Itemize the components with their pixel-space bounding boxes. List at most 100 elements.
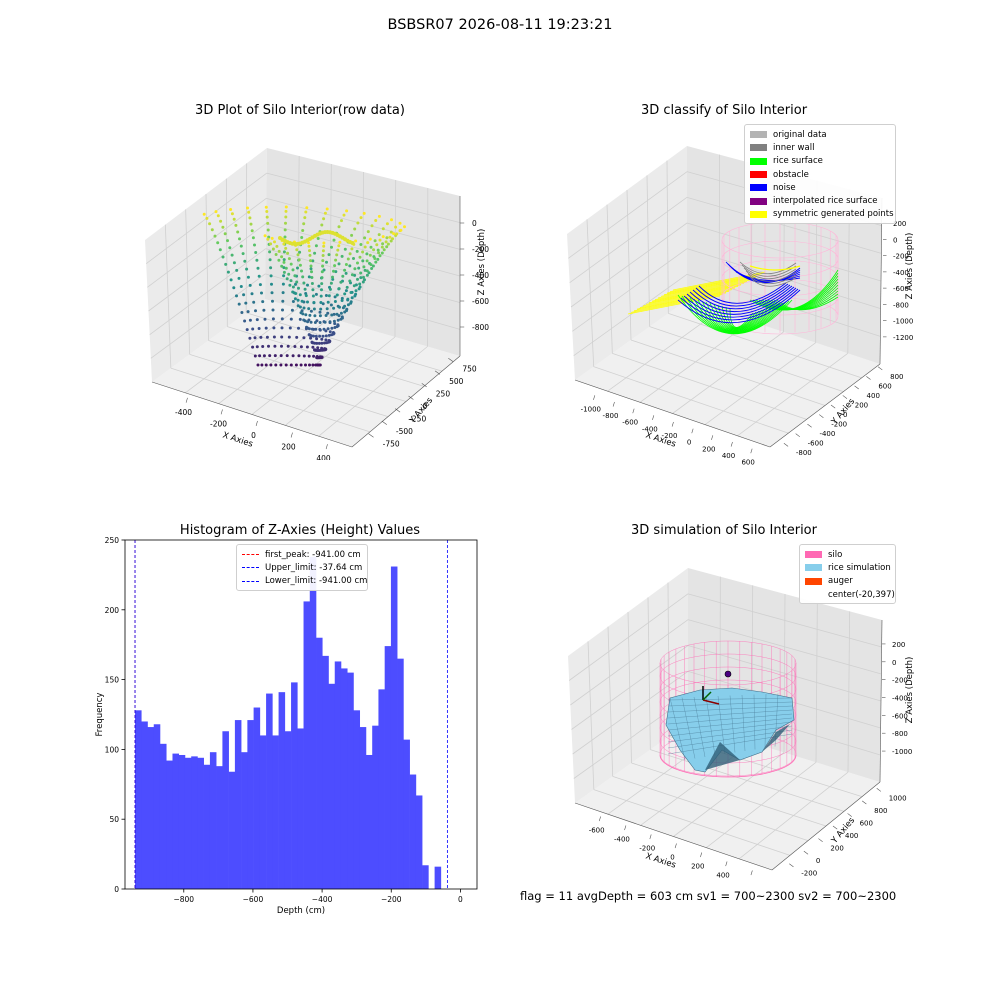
p1-x-tick	[185, 397, 188, 403]
p3-bar	[415, 795, 423, 889]
p1-point	[289, 363, 293, 367]
p1-point	[266, 228, 270, 232]
p1-point	[279, 363, 283, 367]
p1-point	[216, 241, 220, 245]
p3-bar	[166, 760, 173, 889]
p1-point	[280, 326, 284, 330]
p1-point	[313, 348, 317, 352]
p3-bar	[422, 865, 429, 889]
p1-x-axis-line	[151, 381, 353, 448]
p1-point	[306, 320, 310, 324]
p4-center-marker	[724, 670, 732, 678]
p1-y-tick-label: -750	[383, 440, 400, 449]
p1-point	[310, 282, 314, 285]
p1-grid	[245, 163, 248, 313]
p1-point	[311, 288, 315, 292]
p1-point	[258, 283, 262, 287]
p1-z-tick-label: -400	[472, 271, 489, 280]
p1-point	[271, 317, 275, 321]
p1-point	[281, 291, 285, 295]
p1-point	[269, 266, 273, 270]
p1-point	[282, 274, 286, 278]
p1-point	[307, 244, 311, 248]
p1-point	[322, 217, 326, 221]
p1-point	[305, 325, 308, 329]
p1-point	[333, 264, 337, 268]
p4-mesh-line	[667, 729, 793, 749]
p1-point	[243, 259, 247, 263]
p1-point	[307, 275, 311, 279]
p1-point	[239, 285, 243, 288]
p1-point	[317, 341, 321, 345]
p3-bar	[135, 710, 142, 889]
p2-legend-label: rice surface	[773, 156, 823, 167]
p1-point	[330, 313, 334, 317]
p1-point	[281, 282, 285, 286]
p2-inner-wall-arc	[745, 270, 797, 282]
p1-point	[298, 263, 302, 267]
p2-z-tick-label: -1000	[893, 318, 913, 326]
p1-point	[264, 205, 268, 209]
p1-point	[318, 314, 322, 318]
p1-point	[282, 242, 286, 246]
p1-point	[320, 223, 324, 227]
p4-legend-item: rice simulation	[805, 561, 891, 574]
p1-point	[358, 282, 362, 286]
p1-point	[239, 244, 243, 248]
p1-point	[293, 297, 297, 301]
p1-point	[266, 237, 270, 241]
p1-point	[403, 225, 406, 229]
p1-point	[310, 327, 314, 331]
p1-point	[339, 317, 343, 321]
p1-point	[258, 354, 262, 358]
plot2-legend: original data inner wall rice surface obsta…	[744, 124, 896, 225]
p1-point	[331, 275, 334, 279]
p1-point	[340, 299, 344, 302]
p1-point	[320, 276, 324, 280]
p4-z-axis-line	[879, 619, 883, 783]
p1-point	[309, 264, 313, 268]
p3-bar	[266, 693, 273, 889]
p3-bar	[372, 725, 379, 889]
p3-legend-line	[242, 554, 259, 556]
p1-point	[313, 321, 317, 324]
p1-point	[254, 309, 257, 313]
p2-legend-item: original data	[750, 128, 890, 141]
p1-point	[302, 336, 306, 340]
p2-noise-arc	[698, 282, 787, 304]
plot4-title: 3D simulation of Silo Interior	[631, 523, 817, 538]
p1-point	[281, 308, 284, 312]
p1-point	[282, 250, 286, 254]
p1-point	[320, 270, 324, 274]
p1-point	[306, 300, 309, 304]
p4-mesh-line	[667, 725, 793, 743]
p1-point	[264, 326, 268, 330]
p1-point	[345, 209, 349, 213]
p1-point	[328, 287, 332, 291]
p1-y-axis-line	[351, 355, 461, 448]
p1-point	[324, 338, 328, 342]
p1-point	[245, 267, 249, 271]
p2-x-tick	[671, 421, 674, 427]
p1-point	[338, 305, 341, 309]
p2-y-tick-label: 200	[855, 401, 868, 409]
p2-legend-swatch	[750, 171, 767, 179]
p1-point	[240, 311, 244, 314]
p1-point	[386, 242, 390, 246]
p1-point	[270, 291, 274, 295]
p2-x-tick-label: -800	[603, 412, 619, 420]
p3-bar	[390, 566, 398, 889]
p1-point	[296, 253, 300, 257]
p3-bar	[384, 646, 392, 889]
p1-point	[268, 250, 272, 254]
p1-point	[318, 334, 322, 338]
p2-y-tick-label: 0	[843, 411, 847, 419]
p1-point	[373, 257, 377, 260]
p1-point	[359, 276, 363, 280]
p1-point	[280, 344, 283, 348]
p1-y-tick	[381, 420, 388, 425]
p1-point	[389, 230, 393, 234]
p1-point	[324, 314, 328, 317]
p1-point	[361, 250, 365, 254]
p1-point	[328, 330, 332, 334]
